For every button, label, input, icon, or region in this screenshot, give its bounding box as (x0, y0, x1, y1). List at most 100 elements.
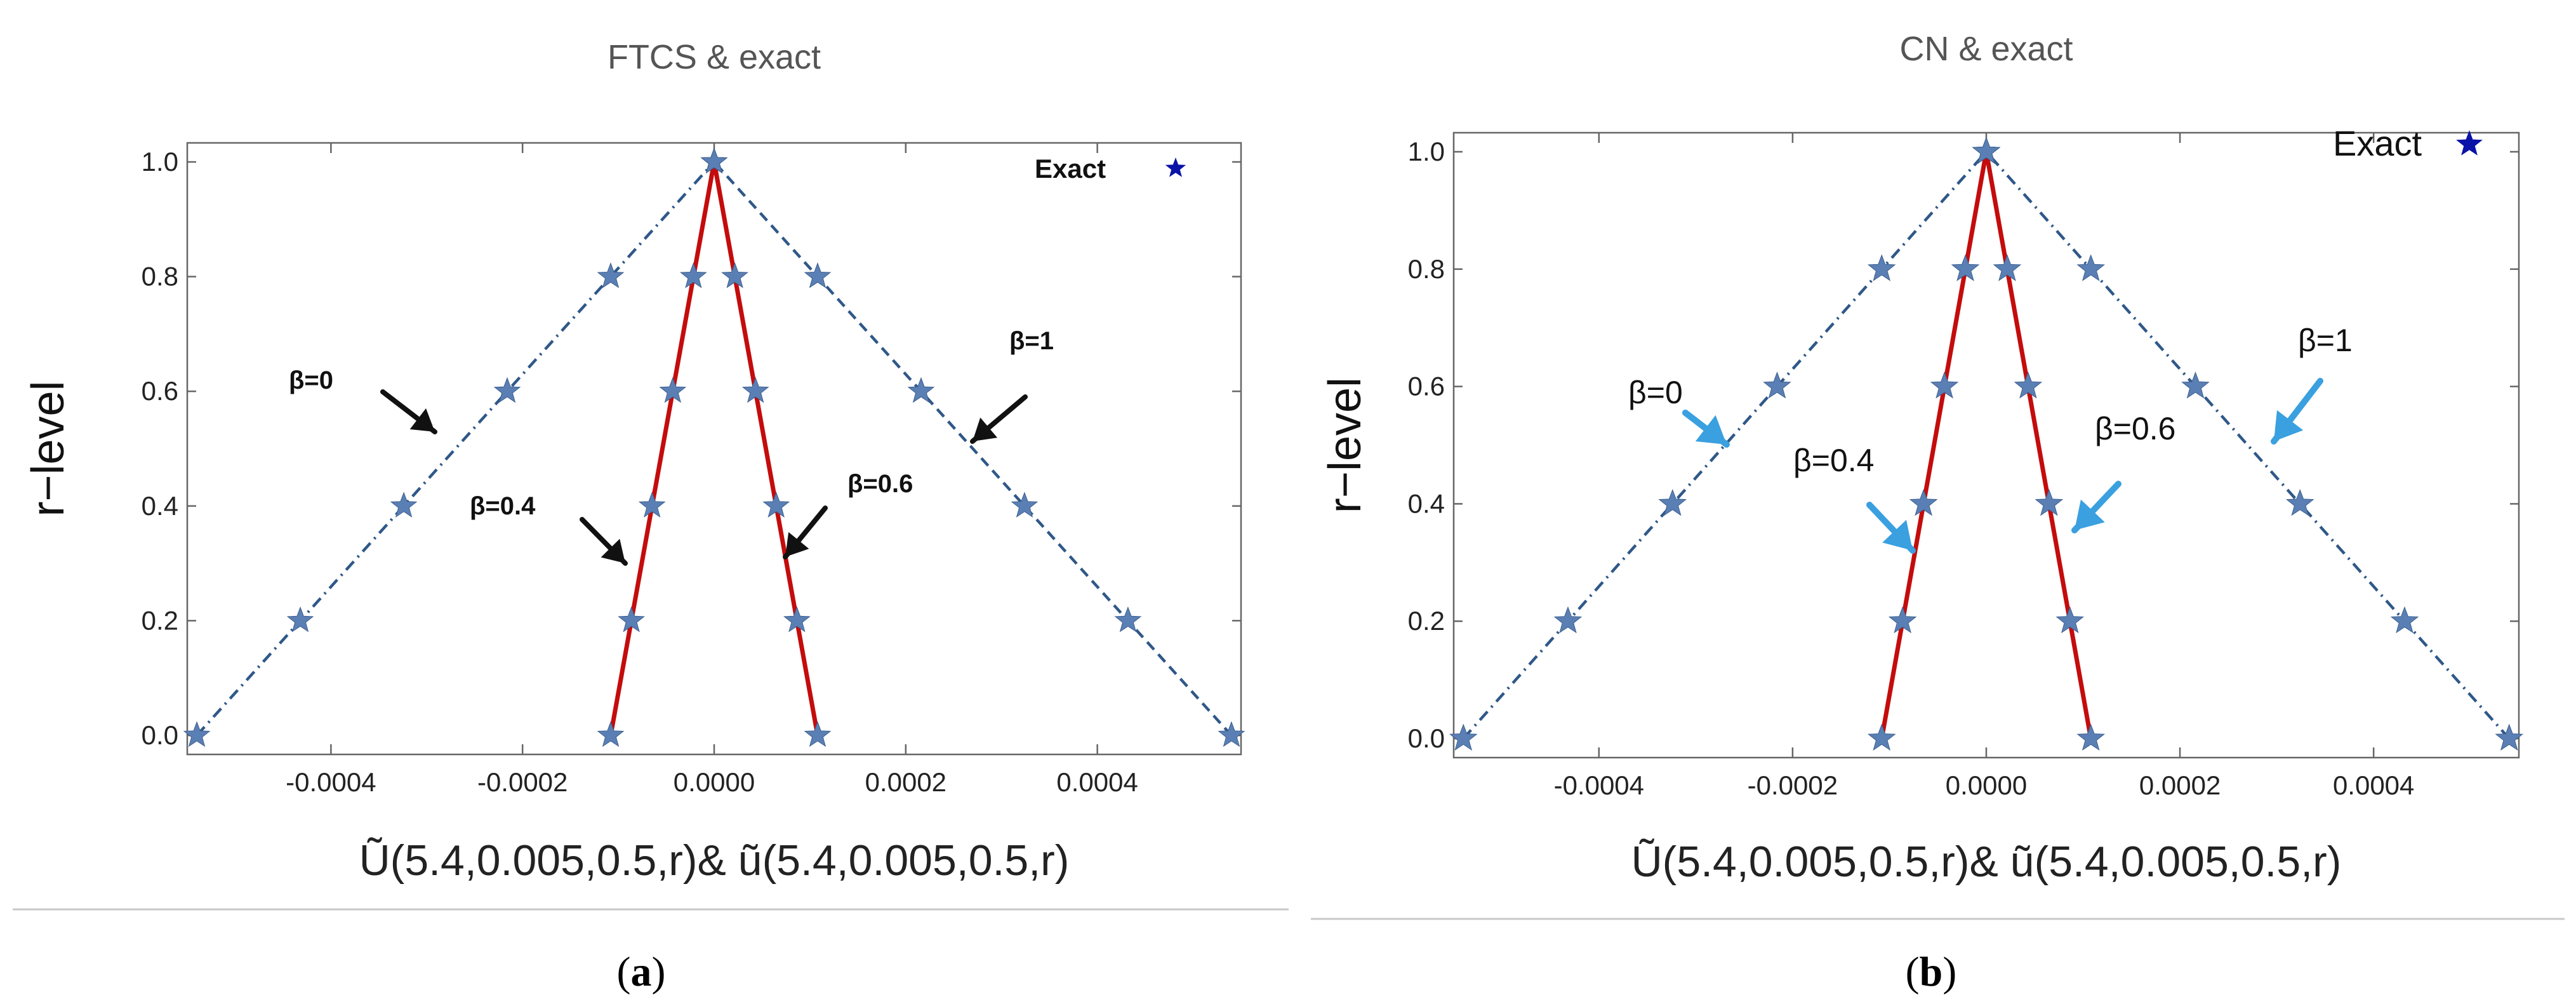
exact-star-marker (2035, 488, 2064, 516)
exact-star-marker (659, 377, 687, 403)
exact-star-marker (2495, 723, 2524, 751)
exact-star-marker (1658, 488, 1687, 516)
annotation-label: β=0.4 (470, 492, 536, 520)
x-axis-label: Ũ(5.4,0.005,0.5,r)& ũ(5.4,0.005,0.5,r) (1631, 838, 2342, 886)
y-tick-label: 0.6 (142, 376, 178, 406)
caption-paren-close: ) (1942, 949, 1956, 995)
annotation-label: β=0.6 (2095, 411, 2175, 446)
exact-star-marker (286, 606, 314, 633)
exact-star-marker (1449, 723, 1478, 751)
exact-star-marker (2285, 488, 2314, 516)
x-tick-label: 0.0002 (2139, 770, 2221, 800)
y-tick-label: 0.4 (1408, 488, 1445, 518)
exact-star-marker (2390, 606, 2419, 634)
legend-label: Exact (1035, 154, 1106, 184)
y-tick-label: 0.6 (1408, 371, 1445, 401)
series-line-1 (1985, 151, 2511, 740)
exact-star-marker (2055, 606, 2085, 634)
plot-frame (1452, 131, 2520, 759)
exact-star-marker (1909, 488, 1938, 516)
panel-caption: (b) (1906, 949, 1957, 995)
series-line-3 (712, 161, 820, 736)
caption-paren-open: ( (1906, 949, 1920, 995)
chart-panel-b: CN & exact 0.0 0.2 0.4 0.6 0.8 1.0 -0.0004 -0.00… (1311, 30, 2565, 995)
exact-star-marker (1951, 254, 1980, 281)
exact-star-marker (1218, 721, 1245, 747)
exact-star-marker (680, 262, 707, 288)
annotation-label: β=1 (2298, 323, 2353, 358)
exact-star-marker (907, 377, 935, 403)
chart-title: FTCS & exact (607, 38, 821, 76)
annotation-label: β=0.4 (1793, 443, 1874, 478)
x-tick-label: 0.0000 (674, 767, 755, 797)
annotation-arrow-head (1695, 415, 1727, 445)
caption-paren-open: ( (617, 949, 631, 995)
series-line-2 (1879, 151, 1989, 739)
annotation-label: β=1 (1009, 327, 1054, 355)
x-tick-label: -0.0004 (286, 767, 376, 797)
x-tick-label: -0.0004 (1554, 770, 1644, 800)
series-line-3 (1984, 151, 2094, 739)
y-axis-label: r−level (1320, 377, 1371, 513)
exact-star-marker (493, 377, 521, 403)
annotation-label: β=0 (289, 366, 333, 394)
exact-star-marker (597, 262, 625, 288)
exact-star-marker (638, 492, 666, 518)
y-tick-label: 0.8 (142, 262, 178, 291)
y-tick-label: 0.0 (142, 720, 178, 750)
x-tick-label: 0.0004 (1056, 767, 1138, 797)
exact-star-marker (1888, 606, 1917, 634)
exact-star-marker (1867, 254, 1896, 281)
exact-star-marker (804, 721, 832, 747)
y-tick-label: 1.0 (142, 147, 178, 177)
chart-title: CN & exact (1899, 30, 2073, 68)
series-line-0 (1462, 151, 1988, 740)
x-tick-label: 0.0002 (865, 767, 946, 797)
x-tick-label: -0.0002 (1748, 770, 1838, 800)
legend-star-icon (2456, 130, 2483, 156)
x-tick-label: -0.0002 (477, 767, 568, 797)
annotation-arrow-head (973, 417, 998, 441)
exact-star-marker (1011, 492, 1039, 518)
x-tick-label: 0.0004 (2333, 770, 2414, 800)
legend-star-icon (1165, 157, 1186, 177)
y-tick-label: 0.4 (142, 491, 178, 521)
caption-letter: b (1920, 949, 1943, 995)
caption-paren-close: ) (652, 949, 666, 995)
exact-star-marker (2181, 371, 2210, 399)
y-tick-label: 0.0 (1408, 723, 1445, 753)
plot-frame (186, 142, 1242, 756)
annotation-label: β=0 (1628, 375, 1683, 410)
exact-star-marker (597, 721, 625, 747)
exact-star-marker (1553, 606, 1583, 634)
series-line-1 (713, 161, 1233, 737)
y-tick-label: 0.2 (1408, 606, 1445, 636)
exact-star-marker (390, 492, 418, 518)
exact-star-marker (721, 262, 748, 288)
x-tick-label: 0.0000 (1946, 770, 2027, 800)
y-tick-label: 1.0 (1408, 137, 1445, 166)
exact-star-marker (1972, 137, 2001, 164)
legend-label: Exact (2333, 123, 2422, 163)
exact-star-marker (1763, 371, 1791, 399)
series-line-2 (608, 161, 717, 736)
annotation-arrow-head (1882, 519, 1913, 551)
exact-star-marker (1114, 606, 1142, 633)
exact-star-marker (741, 377, 769, 403)
annotation-label: β=0.6 (847, 470, 913, 498)
x-axis-label: Ũ(5.4,0.005,0.5,r)& ũ(5.4,0.005,0.5,r) (359, 836, 1070, 885)
series-line-0 (196, 161, 715, 737)
exact-star-marker (1867, 723, 1896, 751)
annotation-arrow-head (2075, 499, 2105, 530)
exact-star-marker (183, 721, 211, 747)
exact-star-marker (783, 606, 811, 633)
exact-star-marker (762, 492, 790, 518)
exact-star-marker (2076, 723, 2106, 751)
annotation-arrow-head (2274, 410, 2304, 441)
exact-star-marker (700, 147, 728, 174)
exact-star-marker (2076, 254, 2106, 281)
y-tick-label: 0.2 (142, 605, 178, 635)
y-tick-label: 0.8 (1408, 254, 1445, 284)
caption-letter: a (631, 949, 652, 995)
chart-panel-a: FTCS & exact 0.0 0.2 0.4 0.6 0.8 1.0 -0.0004 -0.… (13, 38, 1289, 995)
